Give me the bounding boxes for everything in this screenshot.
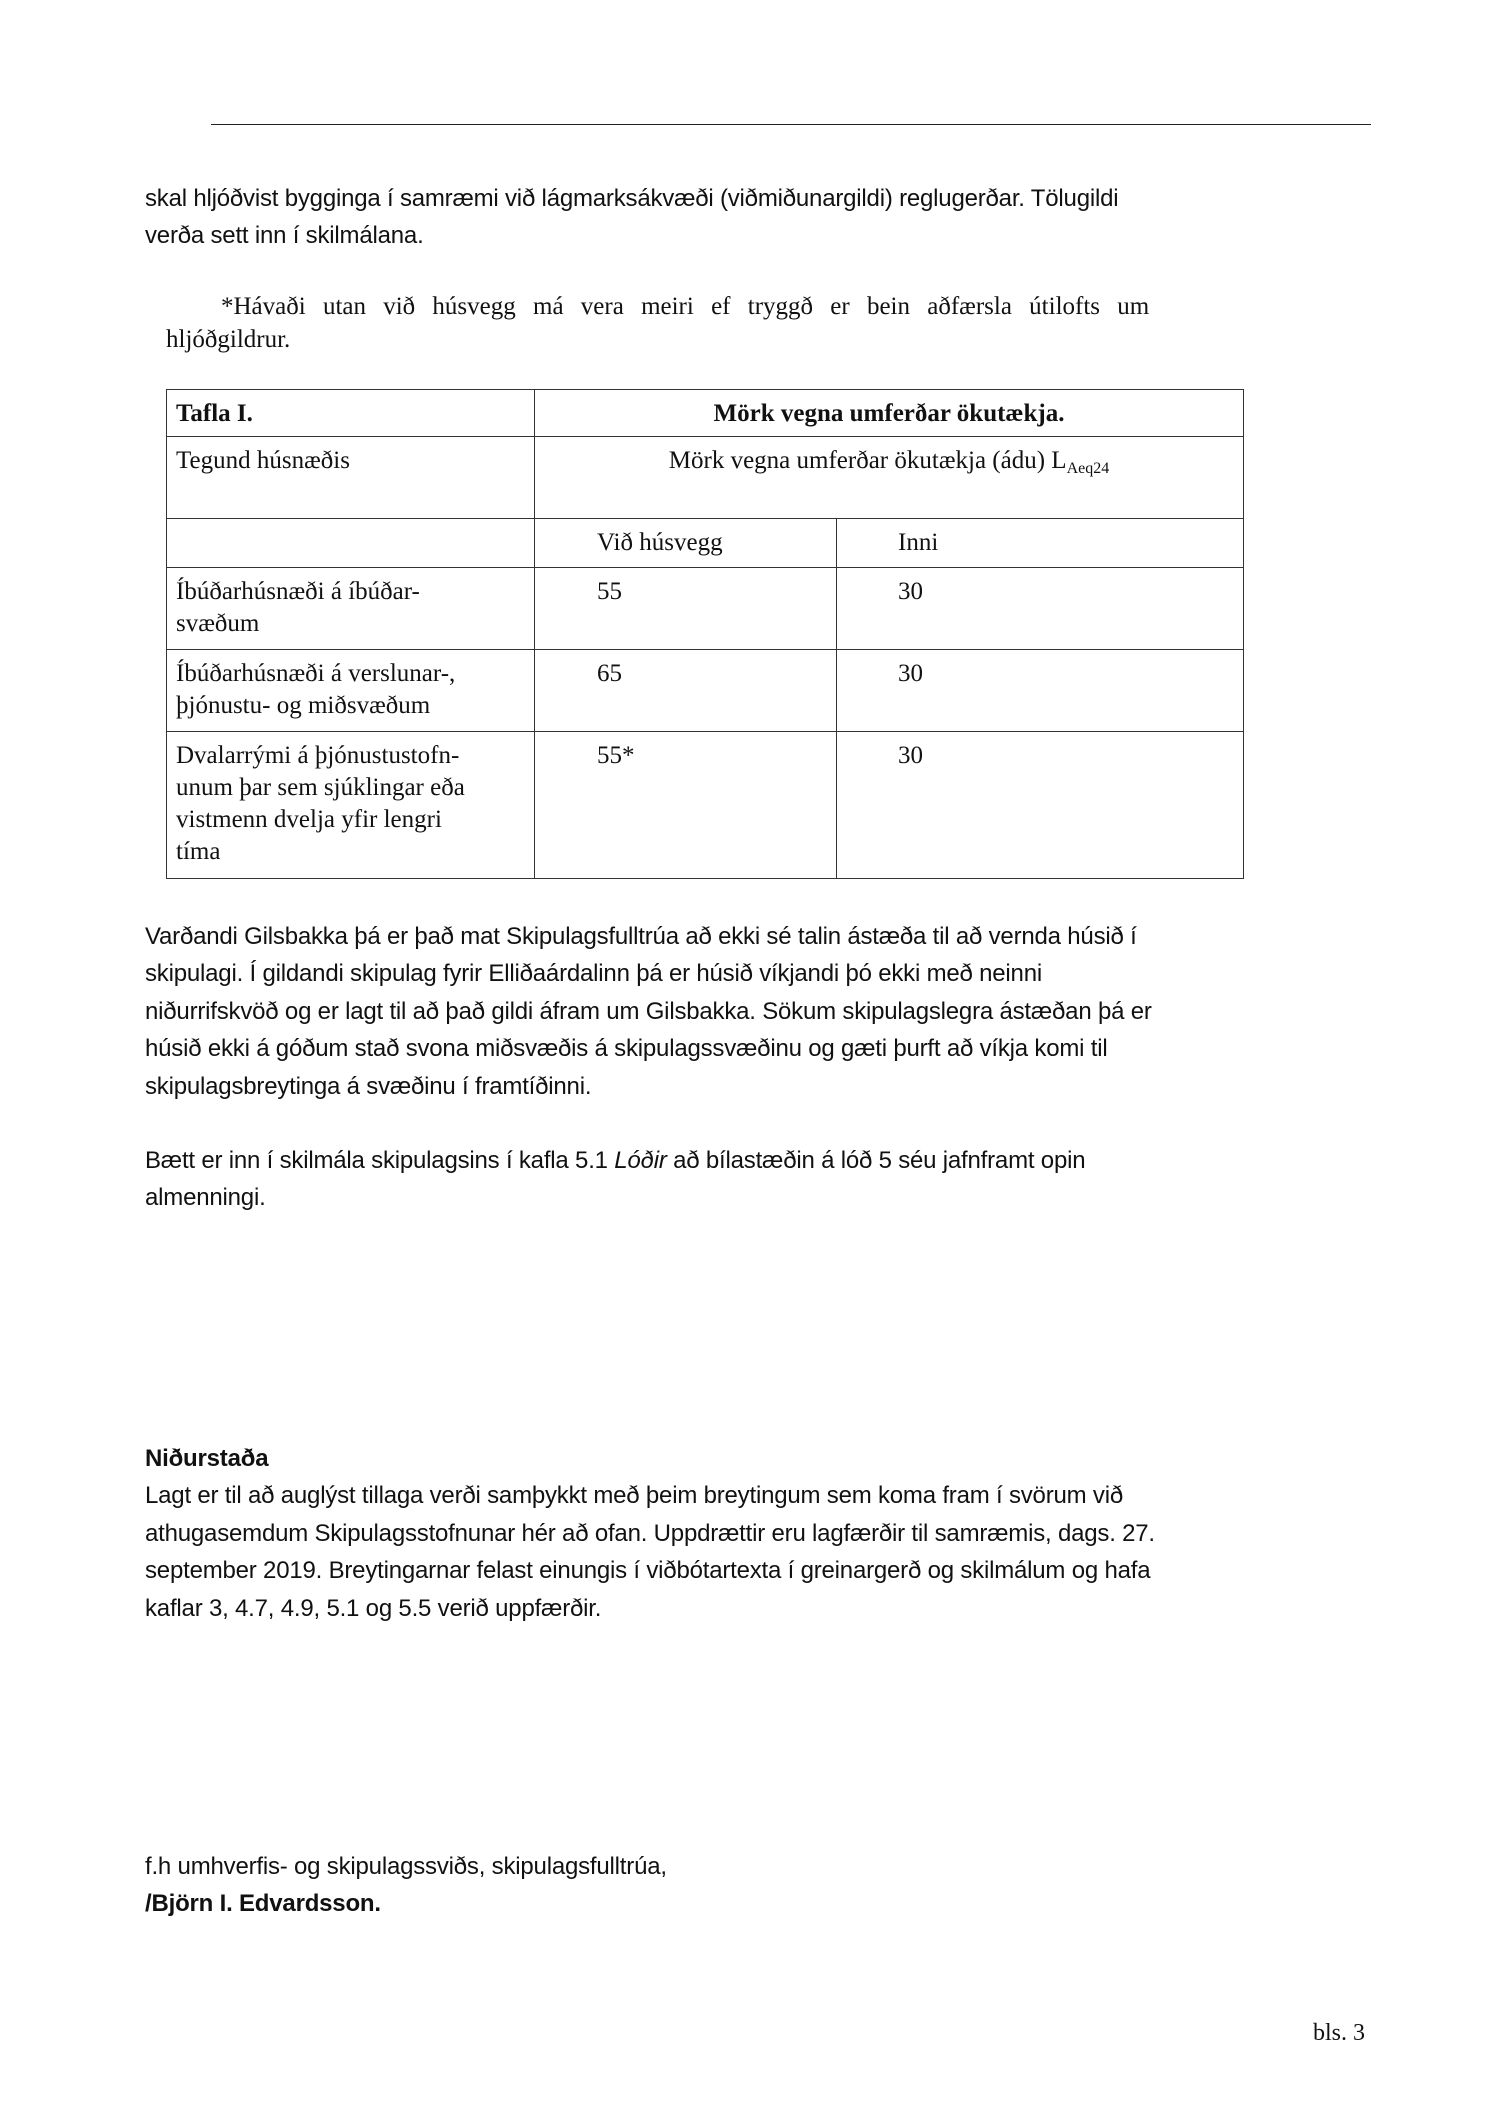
inside-cell: 30 <box>836 649 1244 732</box>
outside-cell: 55* <box>534 731 837 879</box>
table-title-row: Tafla I. Mörk vegna umferðar ökutækja. <box>166 389 1244 437</box>
column-header-outside: Við húsvegg <box>534 518 837 568</box>
cell-line: unum þar sem sjúklingar eða <box>176 774 465 801</box>
signature-block: f.h umhverfis- og skipulagssviðs, skipul… <box>145 1848 667 1923</box>
text-line: Varðandi Gilsbakka þá er það mat Skipula… <box>145 923 1137 950</box>
section-heading: Niðurstaða <box>145 1445 269 1472</box>
table-caption: Tafla I. <box>166 389 535 437</box>
footnote: *Hávaði utan við húsvegg má vera meiri e… <box>166 290 1248 356</box>
measure-subscript: Aeq24 <box>1066 460 1110 477</box>
cell-line: svæðum <box>176 610 260 637</box>
table-row: Dvalarrými á þjónustustofn- unum þar sem… <box>166 731 1244 879</box>
type-cell: Íbúðarhúsnæði á verslunar-, þjónustu- og… <box>166 649 535 732</box>
text-line: niðurrifskvöð og er lagt til að það gild… <box>145 997 1152 1025</box>
measure-header-text: Mörk vegna umferðar ökutækja (ádu) L <box>668 447 1067 474</box>
italic-term: Lóðir <box>614 1147 667 1174</box>
table-title: Mörk vegna umferðar ökutækja. <box>534 389 1244 437</box>
inside-cell: 30 <box>836 567 1244 650</box>
header-rule <box>211 124 1371 125</box>
text-line: athugasemdum Skipulagsstofnunar hér að o… <box>145 1519 1155 1547</box>
text-line: húsið ekki á góðum stað svona miðsvæðis … <box>145 1035 1108 1063</box>
cell-line: þjónustu- og miðsvæðum <box>176 692 431 719</box>
page-number: bls. 3 <box>1313 2020 1366 2046</box>
cell-line: tíma <box>176 838 221 865</box>
text-segment: að bílastæðin á lóð 5 séu jafnframt opin <box>666 1147 1086 1174</box>
gilsbakki-paragraph: Varðandi Gilsbakka þá er það mat Skipula… <box>145 918 1152 1105</box>
cell-line: Dvalarrými á þjónustustofn- <box>176 742 460 769</box>
table-header-row: Tegund húsnæðis Mörk vegna umferðar ökut… <box>166 436 1244 519</box>
empty-cell <box>166 518 535 568</box>
column-header-inside: Inni <box>836 518 1244 568</box>
cell-line: Íbúðarhúsnæði á íbúðar- <box>176 578 420 605</box>
text-line: september 2019. Breytingarnar felast ein… <box>145 1557 1151 1585</box>
type-header: Tegund húsnæðis <box>166 436 535 519</box>
text-line: Lagt er til að auglýst tillaga verði sam… <box>145 1482 1123 1510</box>
noise-limits-table: Tafla I. Mörk vegna umferðar ökutækja. T… <box>166 389 1244 879</box>
conclusion-section: Niðurstaða Lagt er til að auglýst tillag… <box>145 1440 1155 1627</box>
cell-line: vistmenn dvelja yfir lengri <box>176 806 442 833</box>
text-line: Bætt er inn í skilmála skipulagsins í ka… <box>145 1142 1086 1179</box>
text-line: skipulagsbreytinga á svæðinu í framtíðin… <box>145 1072 592 1100</box>
text-line: kaflar 3, 4.7, 4.9, 5.1 og 5.5 verið upp… <box>145 1594 602 1622</box>
cell-line: Íbúðarhúsnæði á verslunar-, <box>176 660 456 687</box>
text-line: *Hávaði utan við húsvegg má vera meiri e… <box>221 293 1150 320</box>
signature-name: /Björn I. Edvardsson. <box>145 1890 381 1918</box>
table-row: Íbúðarhúsnæði á verslunar-, þjónustu- og… <box>166 649 1244 732</box>
measure-header: Mörk vegna umferðar ökutækja (ádu) LAeq2… <box>534 436 1244 519</box>
text-line: almenningi. <box>145 1184 266 1212</box>
outside-cell: 55 <box>534 567 837 650</box>
table-row: Íbúðarhúsnæði á íbúðar- svæðum 55 30 <box>166 567 1244 650</box>
inside-cell: 30 <box>836 731 1244 879</box>
signature-line: f.h umhverfis- og skipulagssviðs, skipul… <box>145 1853 667 1880</box>
type-cell: Dvalarrými á þjónustustofn- unum þar sem… <box>166 731 535 879</box>
outside-cell: 65 <box>534 649 837 732</box>
text-line: skal hljóðvist bygginga í samræmi við lá… <box>145 185 1119 212</box>
type-cell: Íbúðarhúsnæði á íbúðar- svæðum <box>166 567 535 650</box>
text-line: skipulagi. Í gildandi skipulag fyrir Ell… <box>145 960 1042 988</box>
text-line: verða sett inn í skilmálana. <box>145 222 424 250</box>
text-segment: Bætt er inn í skilmála skipulagsins í ka… <box>145 1147 615 1174</box>
parking-paragraph: Bætt er inn í skilmála skipulagsins í ka… <box>145 1142 1086 1217</box>
text-line: hljóðgildrur. <box>166 326 291 353</box>
intro-paragraph: skal hljóðvist bygginga í samræmi við lá… <box>145 180 1119 255</box>
table-column-header-row: Við húsvegg Inni <box>166 518 1244 568</box>
